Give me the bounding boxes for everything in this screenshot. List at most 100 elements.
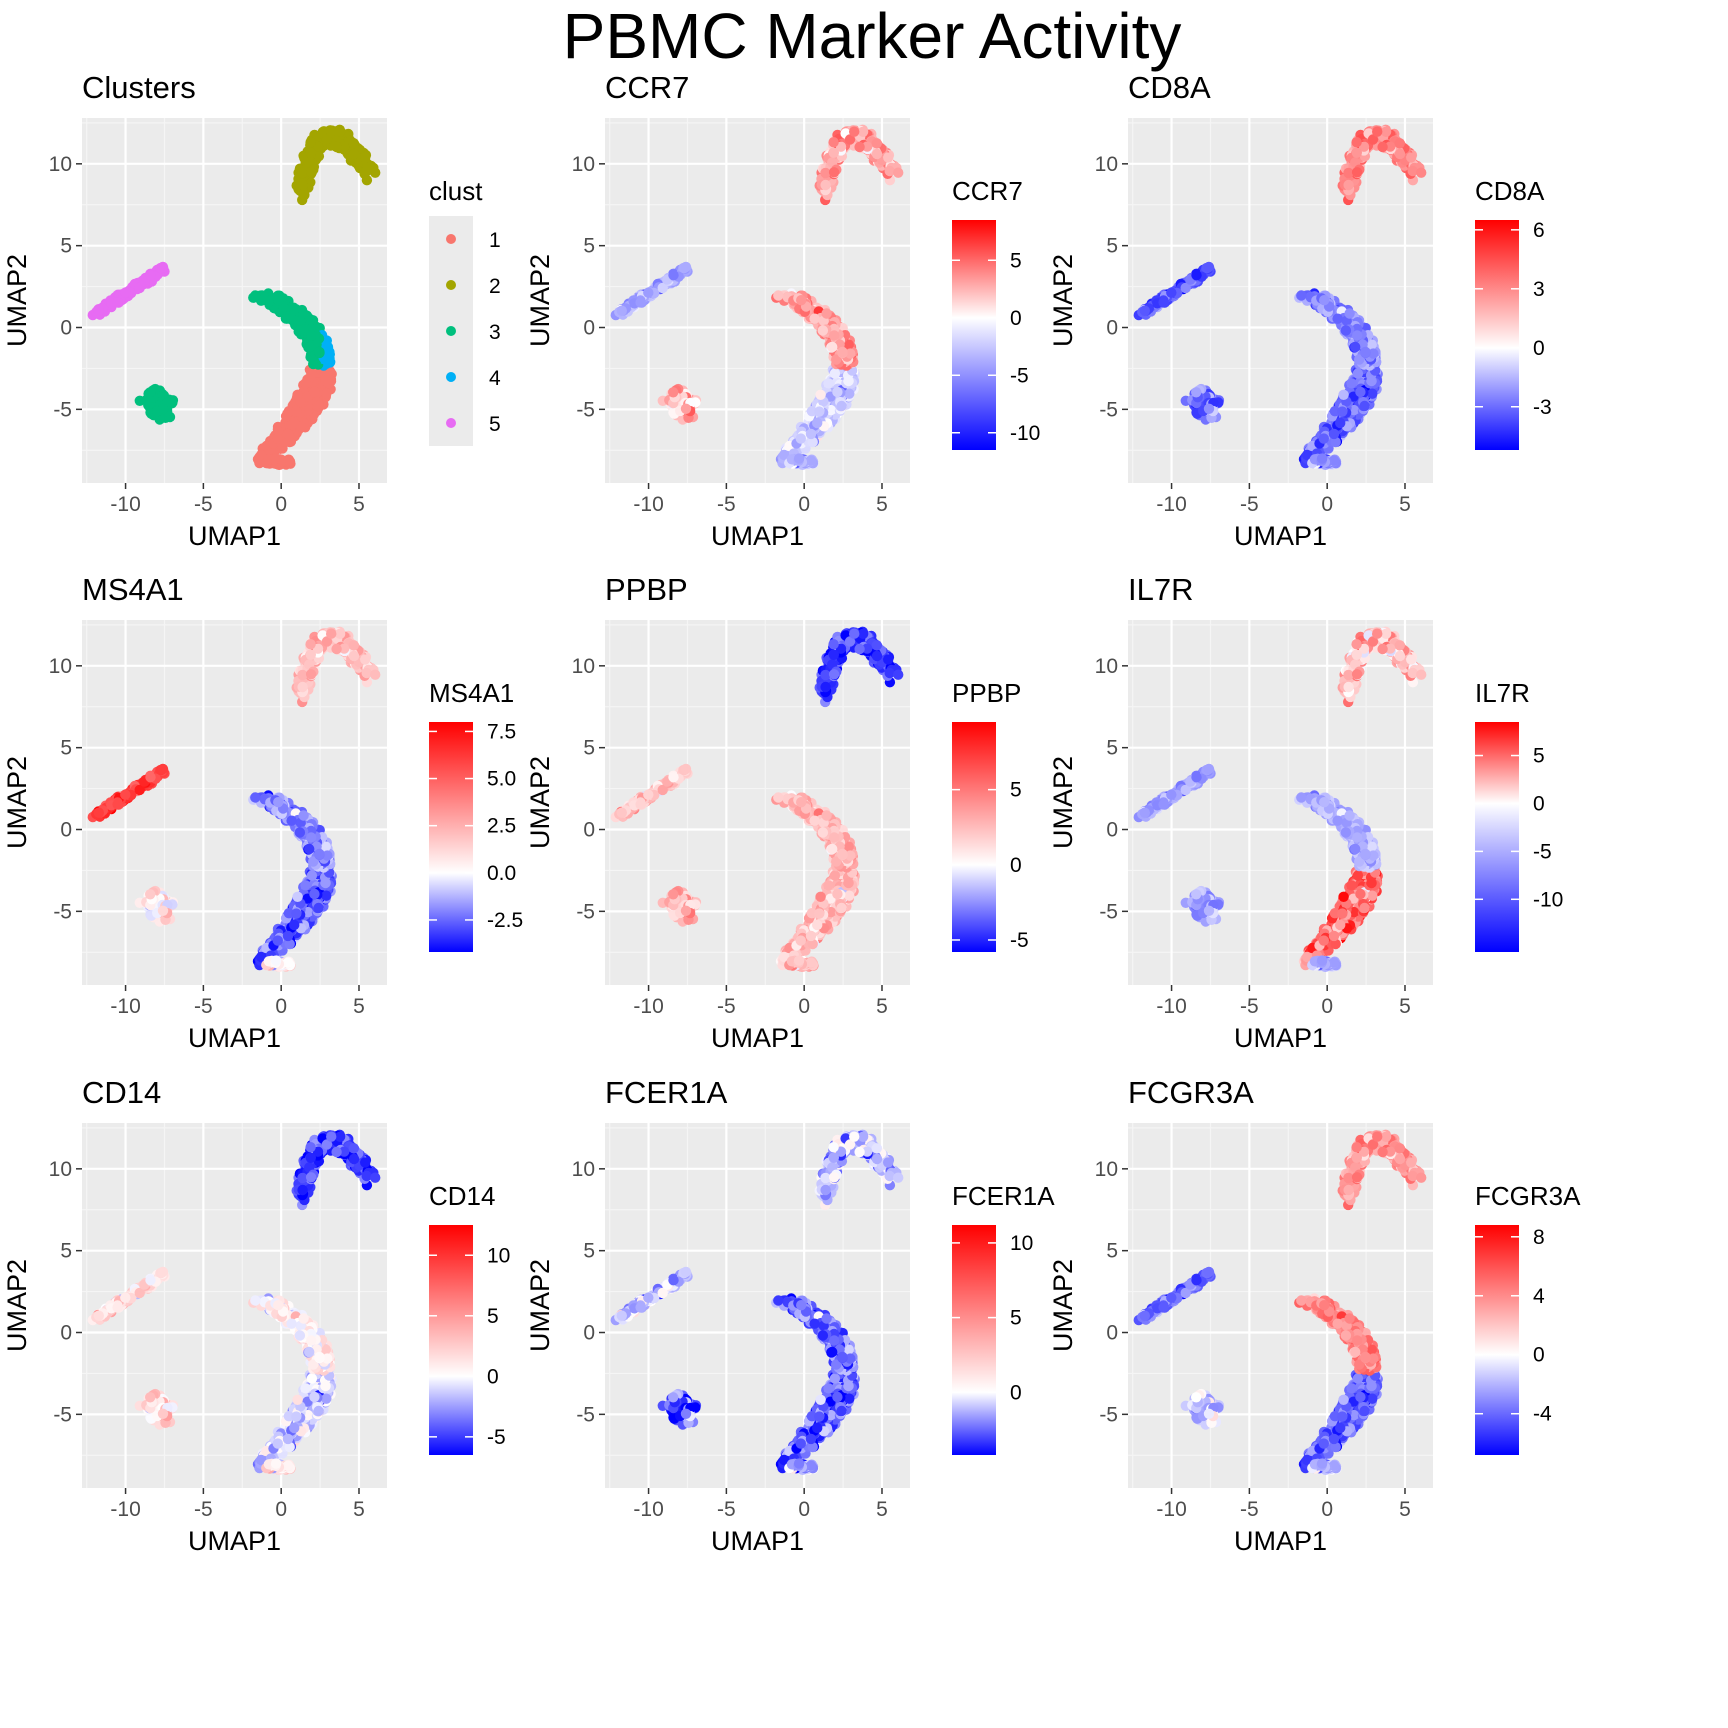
data-point bbox=[348, 650, 360, 662]
data-point bbox=[1351, 167, 1363, 178]
legend-swatch bbox=[446, 326, 456, 336]
y-tick-label: -5 bbox=[53, 900, 72, 923]
y-tick-label: 10 bbox=[1095, 153, 1118, 176]
data-point bbox=[313, 400, 324, 412]
data-point bbox=[1203, 261, 1215, 273]
legend-swatch bbox=[446, 280, 456, 290]
y-tick-label: 0 bbox=[60, 317, 72, 340]
y-tick-label: 0 bbox=[60, 819, 72, 842]
x-axis-title: UMAP1 bbox=[1234, 521, 1327, 551]
x-tick-label: 5 bbox=[353, 493, 365, 516]
data-point bbox=[370, 669, 381, 680]
data-point bbox=[360, 152, 371, 163]
x-tick-label: 5 bbox=[1399, 493, 1411, 516]
data-point bbox=[283, 406, 295, 417]
data-point bbox=[291, 908, 302, 919]
data-point bbox=[313, 902, 324, 914]
data-point bbox=[320, 339, 331, 350]
data-point bbox=[1380, 126, 1392, 137]
x-tick-label: -10 bbox=[110, 995, 140, 1018]
data-point bbox=[250, 290, 261, 301]
colorbar-tick-label: -10 bbox=[1010, 422, 1040, 445]
data-point bbox=[1406, 152, 1417, 163]
data-point bbox=[297, 179, 308, 191]
y-axis-title: UMAP2 bbox=[1048, 254, 1078, 347]
data-point bbox=[320, 375, 331, 387]
data-point bbox=[270, 453, 282, 464]
grid bbox=[605, 118, 910, 483]
data-point bbox=[809, 313, 820, 324]
x-tick-label: 0 bbox=[798, 493, 810, 516]
data-point bbox=[680, 403, 692, 414]
data-point bbox=[305, 649, 316, 660]
colorbar-tick-label: 5 bbox=[1010, 249, 1022, 272]
data-point bbox=[250, 792, 261, 803]
data-point bbox=[348, 138, 359, 149]
data-point bbox=[309, 386, 320, 398]
data-point bbox=[120, 287, 131, 298]
data-point bbox=[1352, 368, 1364, 379]
data-point bbox=[306, 870, 318, 881]
data-point bbox=[828, 137, 839, 148]
y-tick-label: 5 bbox=[60, 235, 72, 258]
data-point bbox=[815, 389, 826, 400]
data-point bbox=[305, 669, 317, 680]
data-point bbox=[298, 810, 309, 821]
data-point bbox=[273, 295, 284, 306]
data-point bbox=[827, 341, 838, 353]
x-tick-label: 0 bbox=[1321, 493, 1333, 516]
x-tick-label: -5 bbox=[194, 995, 213, 1018]
data-point bbox=[314, 346, 325, 358]
data-point bbox=[305, 147, 316, 158]
data-point bbox=[255, 449, 267, 461]
data-point bbox=[1377, 141, 1388, 153]
x-tick-label: -10 bbox=[1156, 493, 1186, 516]
data-point bbox=[93, 305, 105, 316]
y-tick-label: -5 bbox=[576, 398, 595, 421]
data-point bbox=[289, 417, 300, 429]
data-point bbox=[273, 797, 284, 808]
data-point bbox=[157, 403, 169, 414]
data-point bbox=[1296, 290, 1307, 301]
y-axis-title: UMAP2 bbox=[2, 254, 32, 347]
data-point bbox=[1350, 341, 1361, 353]
data-point bbox=[145, 772, 156, 783]
data-point bbox=[305, 639, 316, 650]
data-point bbox=[828, 167, 840, 178]
data-point bbox=[282, 428, 294, 440]
data-point bbox=[361, 165, 372, 177]
legend-title: clust bbox=[429, 176, 483, 206]
data-point bbox=[321, 388, 332, 399]
data-point bbox=[871, 138, 882, 149]
panel-title: CD8A bbox=[1128, 70, 1211, 105]
legend-label: 3 bbox=[489, 321, 501, 344]
data-point bbox=[829, 330, 840, 341]
data-point bbox=[305, 167, 317, 178]
data-point bbox=[1372, 126, 1383, 137]
y-axis-title: UMAP2 bbox=[525, 254, 555, 347]
data-point bbox=[291, 406, 302, 417]
data-point bbox=[823, 378, 834, 389]
legend-swatch bbox=[446, 234, 456, 244]
data-point bbox=[668, 270, 679, 281]
data-point bbox=[821, 308, 832, 319]
data-point bbox=[893, 167, 904, 178]
data-point bbox=[635, 297, 646, 308]
data-point bbox=[871, 148, 883, 160]
legend-label: 4 bbox=[489, 367, 501, 390]
data-point bbox=[1319, 295, 1330, 306]
x-tick-label: -5 bbox=[194, 493, 213, 516]
data-point bbox=[348, 148, 360, 160]
x-tick-label: -10 bbox=[110, 493, 140, 516]
data-point bbox=[134, 282, 145, 294]
data-point bbox=[1166, 287, 1177, 298]
data-point bbox=[820, 179, 831, 191]
colorbar-tick-label: -5 bbox=[1010, 364, 1029, 387]
data-point bbox=[837, 346, 848, 358]
panel-title: Clusters bbox=[82, 70, 196, 105]
data-point bbox=[807, 436, 818, 448]
panel-title: CCR7 bbox=[605, 70, 689, 105]
data-point bbox=[157, 905, 169, 916]
data-point bbox=[272, 935, 283, 946]
